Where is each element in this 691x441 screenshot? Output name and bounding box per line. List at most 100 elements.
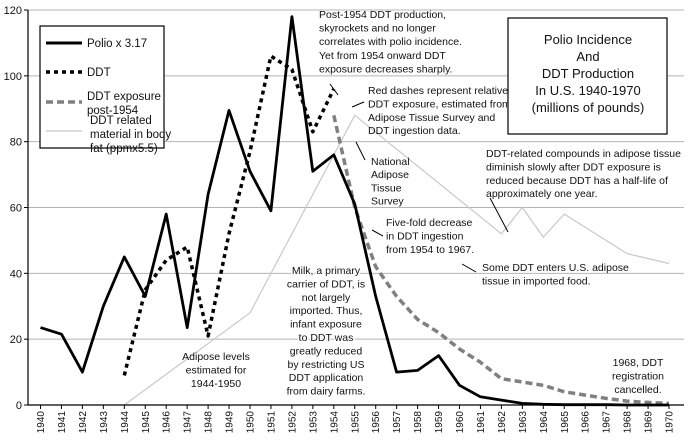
annotation-post1954-line: correlates with polio incidence. — [319, 36, 462, 48]
chart-title: Polio Incidence And DDT Production In U.S. … — [532, 32, 645, 115]
annotation-adipose-levels-line: Adipose levels — [182, 351, 250, 363]
x-tick-label: 1940 — [36, 411, 47, 434]
annotation-national: National Adipose Tissue Survey — [371, 156, 410, 208]
annotation-post1954-line: exposure decreases sharply. — [319, 63, 452, 75]
annotation-reddash-line: DDT ingestion data. — [368, 125, 461, 137]
legend-label-body-fat-line: DDT related — [90, 115, 152, 127]
series-line-ddt-related-material-in-body-fat-ppmx5-5 — [123, 114, 670, 406]
annotation-registration-line: cancelled. — [614, 384, 661, 396]
annotation-national-line: Tissue — [371, 182, 402, 194]
arrow-post1954 — [329, 83, 339, 96]
annotation-adipose-compounds: DDT-related compounds in adipose tissue d… — [486, 148, 681, 200]
legend-box — [39, 25, 165, 149]
annotation-milk-line: Milk, a primary — [292, 265, 361, 277]
annotation-milk-line: not largely — [302, 292, 351, 304]
y-tick-label: 80 — [10, 137, 22, 149]
annotation-reddash-line: Red dashes represent relative — [368, 85, 508, 97]
x-tick-label: 1948 — [204, 411, 215, 434]
annotation-imported-line: Some DDT enters U.S. adipose — [482, 262, 629, 274]
x-tick-label: 1960 — [455, 411, 466, 434]
arrow-imported — [461, 263, 477, 273]
annotation-adipose-compounds-line: DDT-related compounds in adipose tissue — [486, 148, 681, 160]
x-tick-label: 1944 — [120, 411, 131, 434]
x-tick-label: 1947 — [183, 411, 194, 434]
annotation-milk-line: carrier of DDT, is — [287, 278, 365, 290]
x-tick-label: 1964 — [539, 411, 550, 434]
annotation-imported-line: tissue in imported food. — [482, 276, 591, 288]
arrow-fivefold — [371, 229, 384, 237]
annotation-milk-line: imported. Thus, — [290, 305, 363, 317]
x-tick-label: 1942 — [78, 411, 89, 434]
x-tick-label: 1961 — [476, 411, 487, 434]
annotation-milk-line: DDT application — [289, 372, 364, 384]
annotation-adipose-compounds-line: reduced because DDT has a half-life of — [486, 175, 668, 187]
annotation-adipose-compounds-line: diminish slowly after DDT exposure is — [486, 161, 661, 173]
x-tick-label: 1956 — [371, 411, 382, 434]
x-tick-label: 1953 — [308, 411, 319, 434]
chart-title-line: And — [576, 49, 599, 64]
chart-title-line: DDT Production — [542, 66, 634, 81]
x-tick-label: 1941 — [57, 411, 68, 434]
legend: Polio x 3.17 DDT DDT exposure post-1954 — [39, 25, 165, 149]
x-tick-label: 1959 — [434, 411, 445, 434]
annotation-milk-line: to DDT was — [299, 332, 354, 344]
x-tick-label: 1958 — [413, 411, 424, 434]
annotation-fivefold-line: from 1954 to 1967. — [386, 244, 474, 256]
axes: 0 20 40 60 80 100 120 1940 1941 1942 1943 1944 1945 1… — [4, 5, 684, 433]
annotation-national-line: Survey — [371, 196, 404, 208]
annotation-fivefold: Five-fold decrease in DDT ingestion from 1… — [386, 217, 474, 256]
annotation-registration-line: registration — [612, 371, 664, 383]
legend-label-ddt-exposure: DDT exposure post-1954 — [87, 91, 161, 117]
annotations: Post-1954 DDT production, skyrockets and … — [182, 9, 681, 399]
annotation-milk: Milk, a primary carrier of DDT, is not lar… — [287, 265, 366, 398]
x-tick-label: 1969 — [644, 411, 655, 434]
legend-label-body-fat: DDT related material in body fat (ppmx5.5) — [90, 115, 171, 155]
legend-label-ddt: DDT — [87, 67, 111, 79]
y-tick-label: 40 — [10, 268, 22, 280]
annotation-reddash-line: DDT exposure, estimated from — [368, 98, 511, 110]
x-tick-label: 1963 — [518, 411, 529, 434]
legend-label-polio: Polio x 3.17 — [87, 38, 147, 50]
arrow-adipose-compounds — [489, 197, 509, 233]
annotation-fivefold-line: Five-fold decrease — [386, 217, 473, 229]
y-tick-label: 100 — [4, 71, 22, 83]
series-line-ddt-exposure-post-1954 — [332, 114, 670, 406]
chart-title-line: Polio Incidence — [544, 32, 632, 47]
y-tick-label: 60 — [10, 203, 22, 215]
x-tick-label: 1945 — [141, 411, 152, 434]
annotation-post1954-line: Yet from 1954 onward DDT — [319, 50, 446, 62]
x-tick-label: 1962 — [497, 411, 508, 434]
x-tick-label: 1954 — [329, 411, 340, 434]
annotation-milk-line: by restricting US — [287, 359, 364, 371]
y-tick-label: 0 — [16, 400, 22, 412]
arrow-reddash — [351, 101, 365, 108]
title-frame — [507, 17, 668, 135]
legend-label-body-fat-line: material in body — [90, 129, 171, 141]
title-box: Polio Incidence And DDT Production In U.S. … — [507, 17, 668, 135]
x-tick-label: 1943 — [99, 411, 110, 434]
y-tick-label: 20 — [10, 334, 22, 346]
annotation-adipose-levels-line: estimated for — [186, 365, 247, 377]
annotation-post1954-line: skyrockets and no longer — [319, 23, 436, 35]
annotation-milk-line: greatly reduced — [290, 345, 363, 357]
legend-label-ddt-exposure-line: DDT exposure — [87, 91, 161, 103]
y-tick-label: 120 — [4, 5, 22, 17]
x-tick-label: 1967 — [602, 411, 613, 434]
annotation-fivefold-line: in DDT ingestion — [386, 231, 464, 243]
annotation-registration: 1968, DDT registration cancelled. — [612, 357, 664, 396]
annotation-national-line: Adipose — [371, 169, 409, 181]
chart-title-line: In U.S. 1940-1970 — [535, 83, 641, 98]
x-tick-label: 1949 — [225, 411, 236, 434]
x-tick-label: 1951 — [266, 411, 277, 434]
annotation-milk-line: from dairy farms. — [287, 386, 366, 398]
x-tick-label: 1965 — [560, 411, 571, 434]
annotation-milk-line: infant exposure — [290, 319, 362, 331]
x-tick-label: 1946 — [162, 411, 173, 434]
chart-title-line: (millions of pounds) — [532, 100, 645, 115]
legend-label-body-fat-line: fat (ppmx5.5) — [90, 143, 158, 155]
x-tick-label: 1968 — [623, 411, 634, 434]
annotation-registration-line: 1968, DDT — [613, 357, 664, 369]
annotation-adipose-levels-line: 1944-1950 — [191, 378, 241, 390]
